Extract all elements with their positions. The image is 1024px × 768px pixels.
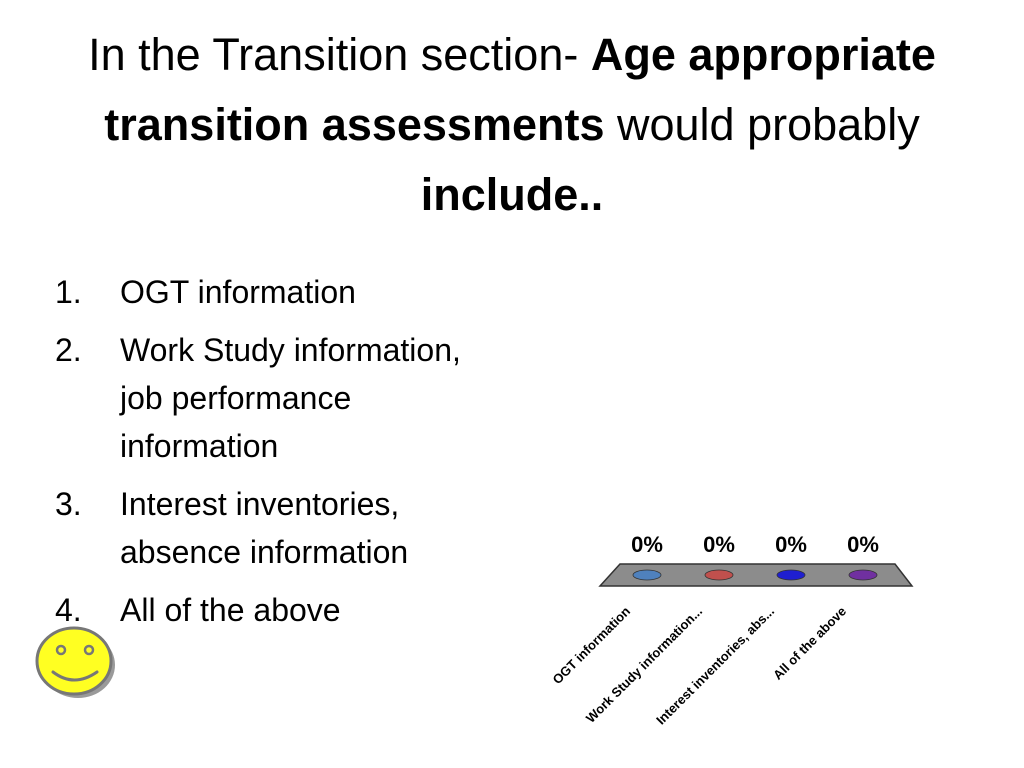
option-label: Work Study information, job performance … [120,332,461,464]
option-number: 1. [55,274,82,310]
chart-bar-base [776,569,806,581]
response-chart: 0% OGT information 0% Work Study informatio… [549,532,914,728]
chart-value-label: 0% [775,532,807,557]
answer-option-4[interactable]: 4. All of the above [55,586,475,634]
title-part-4: include.. [420,169,604,220]
option-label: All of the above [120,592,341,628]
chart-value-label: 0% [703,532,735,557]
chart-category-label: OGT information [549,603,633,687]
chart-category-label: Interest inventories, abs... [653,604,777,728]
chart-value-label: 0% [847,532,879,557]
answer-option-3[interactable]: 3. Interest inventories, absence informa… [55,480,475,576]
slide-title: In the Transition section- Age appropria… [60,20,964,230]
chart-value-label: 0% [631,532,663,557]
option-number: 3. [55,486,82,522]
chart-bar-base [704,569,734,581]
chart-marks: 0% OGT information 0% Work Study informatio… [549,532,878,728]
answer-option-1[interactable]: 1. OGT information [55,268,475,316]
title-part-1: In the Transition section- [88,29,591,80]
smiley-face-icon [35,626,115,698]
option-number: 4. [55,592,82,628]
chart-bar-base [848,569,878,581]
answer-options-list: 1. OGT information 2. Work Study informa… [55,268,475,644]
option-label: OGT information [120,274,356,310]
chart-floor [598,563,914,587]
title-part-2: Age appropriate transition assessments [104,29,936,150]
chart-bar-base [632,569,662,581]
option-label: Interest inventories, absence informatio… [120,486,409,570]
chart-category-label: All of the above [770,604,849,683]
title-part-3: would probably [604,99,920,150]
answer-option-2[interactable]: 2. Work Study information, job performan… [55,326,475,470]
option-number: 2. [55,332,82,368]
chart-category-label: Work Study information... [583,604,705,726]
